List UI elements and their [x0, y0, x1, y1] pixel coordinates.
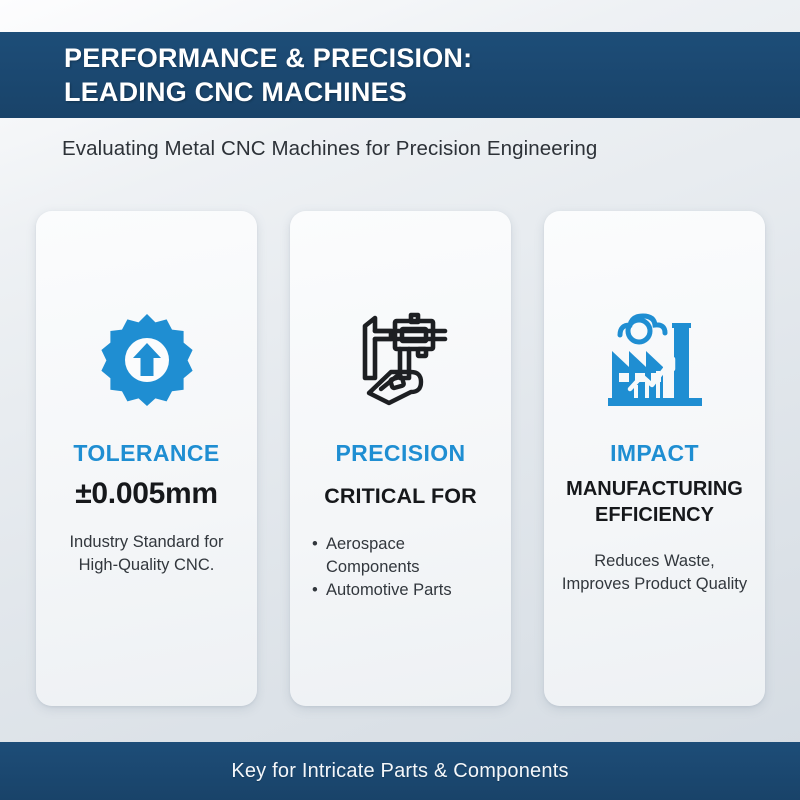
footer-text: Key for Intricate Parts & Components: [231, 759, 569, 782]
card-kicker: PRECISION: [335, 440, 466, 466]
card-row: TOLERANCE ±0.005mm Industry Standard for…: [36, 211, 765, 706]
footer-bar: Key for Intricate Parts & Components: [0, 742, 800, 800]
card-note: Industry Standard for High-Quality CNC.: [69, 533, 224, 574]
caliper-icon: [290, 299, 511, 417]
card-kicker: IMPACT: [610, 440, 699, 466]
card-headline: ±0.005mm: [75, 477, 218, 510]
card-impact-body: IMPACT MANUFACTURING EFFICIENCY Reduces …: [544, 439, 765, 596]
card-precision-body: PRECISION CRITICAL FOR Aerospace Compone…: [290, 439, 511, 602]
page-title: PERFORMANCE & PRECISION: LEADING CNC MAC…: [64, 43, 473, 107]
card-headline: CRITICAL FOR: [324, 484, 477, 508]
card-tolerance-body: TOLERANCE ±0.005mm Industry Standard for…: [36, 439, 257, 577]
factory-growth-icon: [544, 299, 765, 417]
gear-arrow-up-icon: [36, 299, 257, 417]
list-item: Aerospace Components: [312, 533, 503, 579]
header-bar: PERFORMANCE & PRECISION: LEADING CNC MAC…: [0, 32, 800, 118]
card-kicker: TOLERANCE: [73, 440, 220, 466]
card-note: Reduces Waste, Improves Product Quality: [561, 552, 748, 593]
page-subtitle: Evaluating Metal CNC Machines for Precis…: [62, 137, 598, 160]
card-tolerance[interactable]: TOLERANCE ±0.005mm Industry Standard for…: [36, 211, 257, 706]
card-impact[interactable]: IMPACT MANUFACTURING EFFICIENCY Reduces …: [544, 211, 765, 706]
card-precision[interactable]: PRECISION CRITICAL FOR Aerospace Compone…: [290, 211, 511, 706]
card-bullet-list: Aerospace Components Automotive Parts: [298, 533, 503, 602]
subtitle-row: Evaluating Metal CNC Machines for Precis…: [0, 118, 800, 180]
list-item: Automotive Parts: [312, 579, 503, 602]
card-headline: MANUFACTURING EFFICIENCY: [566, 478, 743, 526]
